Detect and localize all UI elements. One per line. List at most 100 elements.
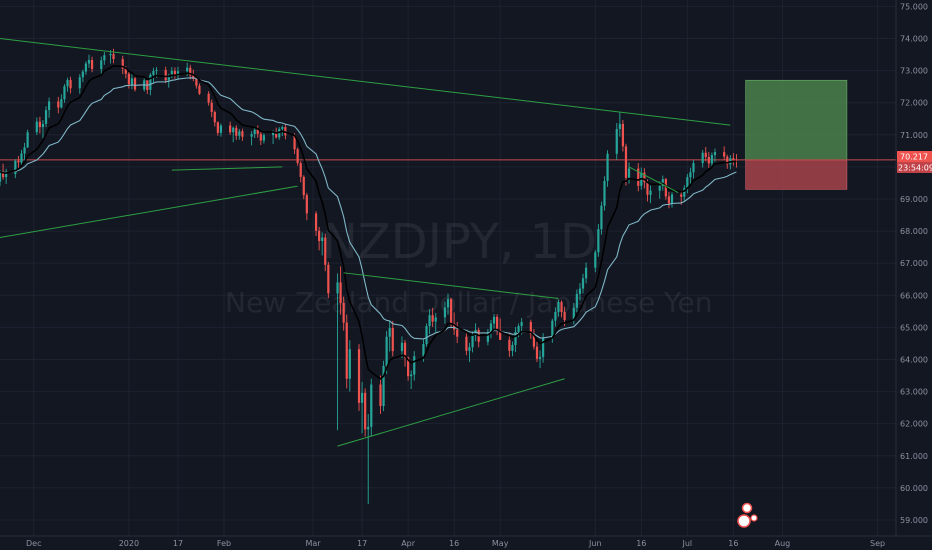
time-tick-label: 2020 [119, 539, 139, 548]
logo-bubble-icon [737, 514, 751, 528]
candle-body-up [446, 299, 450, 308]
ema-fast-line [0, 65, 737, 380]
time-axis[interactable] [0, 536, 932, 550]
candle-body-up [130, 78, 134, 85]
price-tick-label: 64.000 [900, 355, 928, 364]
candle-body-up [262, 135, 265, 141]
candle-body-down [173, 70, 177, 76]
candle-body-up [167, 75, 170, 81]
symbol-watermark: NZDJPY, 1D New Zealand Dollar / Japanese… [225, 214, 712, 319]
watermark-description: New Zealand Dollar / Japanese Yen [225, 286, 712, 319]
candle-body-down [259, 133, 262, 141]
price-tick-label: 71.000 [900, 131, 928, 140]
candle-body-up [20, 153, 23, 163]
candle-body-down [275, 132, 278, 138]
watermark-symbol: NZDJPY, 1D [322, 214, 597, 270]
candle-body-up [388, 328, 391, 337]
candle-body-down [643, 172, 646, 183]
candle-body-down [198, 85, 201, 94]
candle-body-up [321, 237, 324, 242]
candle-body-down [403, 342, 407, 358]
candle-body-up [489, 323, 493, 333]
candle-body-down [560, 302, 563, 312]
price-axis[interactable] [896, 0, 932, 536]
price-tick-label: 68.000 [900, 227, 928, 236]
candle-body-up [367, 426, 370, 430]
price-tick-label: 72.000 [900, 99, 928, 108]
trendline [337, 378, 565, 447]
candle-body-up [551, 320, 554, 338]
trendline [343, 272, 559, 299]
candle-body-down [732, 158, 735, 160]
price-tick-label: 63.000 [900, 388, 928, 397]
candle-body-up [542, 337, 545, 357]
candle-body-up [425, 326, 428, 345]
candle-body-up [581, 278, 585, 289]
price-tick-label: 59.000 [900, 516, 928, 525]
candle-body-down [229, 125, 232, 133]
price-tick-label: 62.000 [900, 420, 928, 429]
candle-body-up [360, 392, 364, 403]
trendline [0, 38, 731, 126]
candle-body-up [370, 384, 373, 427]
candle-body-down [189, 67, 192, 76]
candle-body-up [597, 229, 600, 253]
candle-body-up [686, 177, 689, 189]
candle-body-up [348, 349, 351, 379]
candle-body-down [407, 357, 410, 377]
trendlines[interactable] [0, 38, 731, 447]
candle-body-down [38, 121, 41, 128]
candle-body-up [81, 71, 84, 78]
candle-body-down [723, 152, 726, 157]
time-tick-label: Feb [217, 539, 231, 548]
candle-body-down [646, 182, 649, 195]
candle-body-down [465, 336, 468, 351]
candle-body-down [69, 79, 72, 89]
candle-body-up [382, 365, 385, 407]
candle-body-up [572, 307, 575, 320]
candle-body-up [670, 194, 674, 204]
candle-body-up [520, 321, 523, 327]
candle-body-down [637, 168, 640, 186]
candle-body-down [499, 330, 502, 340]
candle-body-up [557, 302, 560, 312]
candle-body-up [14, 160, 17, 174]
candle-body-down [707, 156, 710, 164]
price-tag-box [897, 151, 932, 162]
candle-body-up [661, 179, 664, 186]
price-tick-label: 75.000 [900, 2, 928, 11]
position-zones[interactable] [745, 79, 848, 190]
candle-body-down [213, 112, 216, 123]
candle-body-up [434, 317, 437, 322]
candle-body-down [302, 176, 305, 196]
candle-body-down [1, 171, 5, 178]
candle-body-up [5, 173, 8, 178]
candle-body-up [250, 134, 253, 137]
candle-body-up [410, 374, 413, 377]
candle-body-down [318, 230, 321, 242]
price-tick-label: 74.000 [900, 35, 928, 44]
candle-body-up [443, 307, 447, 318]
candle-body-up [271, 132, 275, 136]
candle-body-up [385, 336, 388, 366]
candle-body-down [256, 129, 259, 134]
candle-body-down [327, 264, 330, 294]
candle-body-down [495, 316, 499, 331]
candle-body-up [615, 129, 618, 154]
time-tick-label: 17 [357, 539, 367, 548]
candle-body-up [468, 347, 471, 351]
candle-body-down [453, 323, 456, 330]
candle-body-down [667, 196, 671, 204]
candle-body-up [186, 67, 189, 72]
candle-body-down [314, 213, 318, 231]
candle-body-up [658, 185, 661, 191]
price-tags: 70.217 23:54:09 [897, 151, 932, 173]
target-zone [745, 79, 848, 161]
moving-averages [0, 65, 737, 380]
candle-body-up [23, 147, 26, 154]
candle-body-up [238, 131, 241, 136]
candle-body-down [726, 156, 729, 165]
candle-body-down [324, 237, 327, 265]
candle-body-down [17, 160, 20, 163]
